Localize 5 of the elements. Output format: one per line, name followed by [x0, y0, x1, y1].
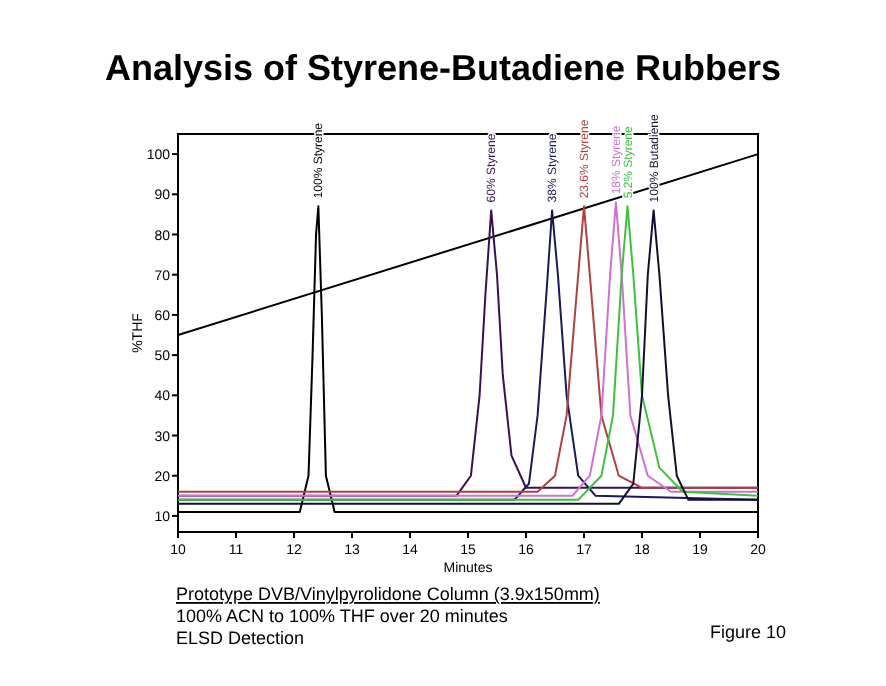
caption: Figure 10: [709, 622, 786, 642]
text: ELSD Detection: [176, 628, 305, 648]
text: 100% ACN to 100% THF over 20 minutes: [176, 606, 509, 626]
chart-title: Analysis of Styrene-Butadiene Rubbers: [104, 48, 782, 88]
text: Prototype DVB/Vinylpyrolidone Column (3.9x150mm): [176, 584, 600, 604]
